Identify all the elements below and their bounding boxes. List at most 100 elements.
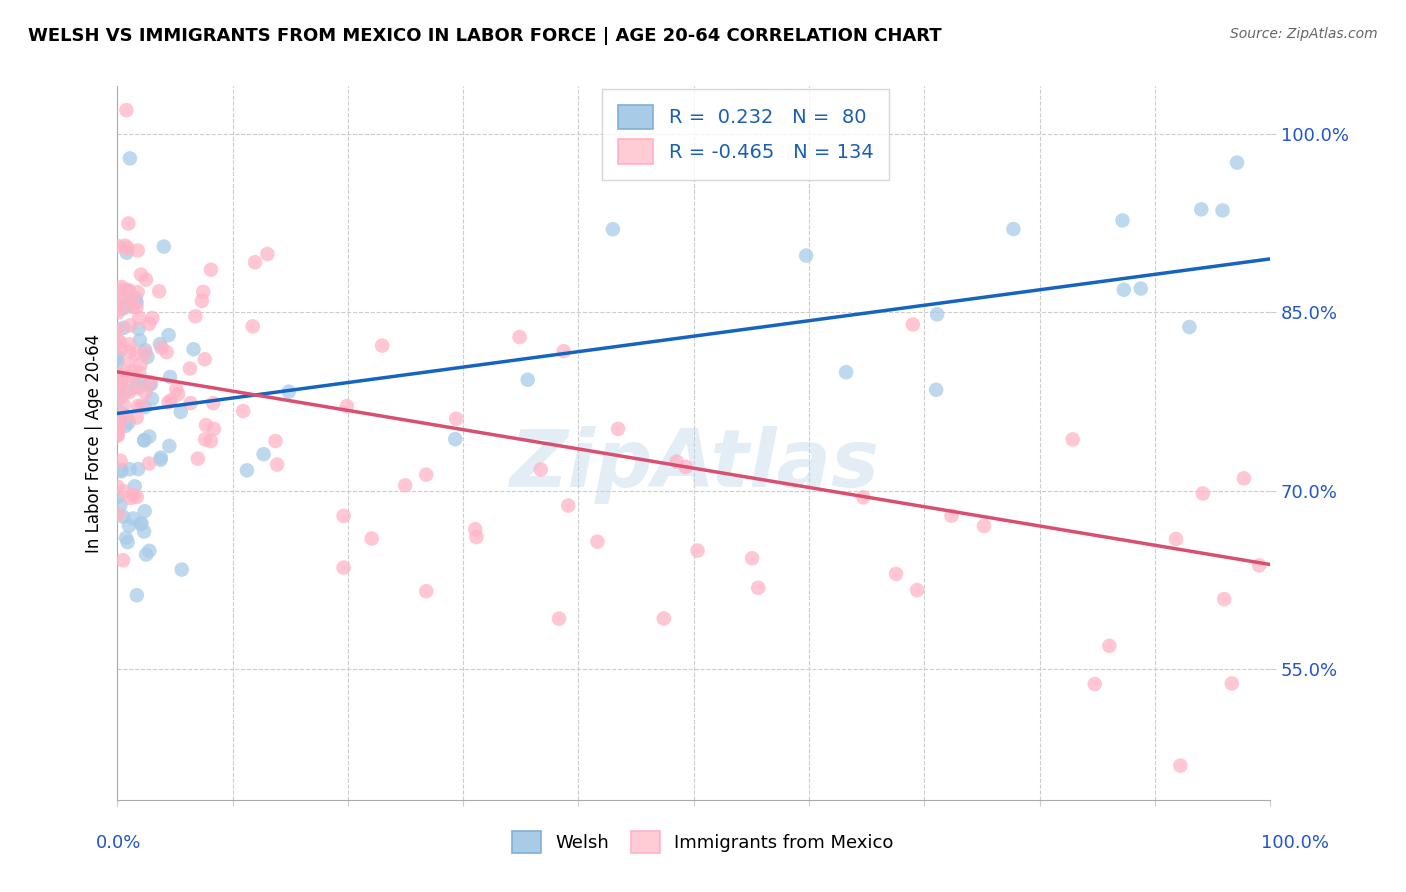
Point: [131, 399, 153, 413]
Point: [336, 399, 359, 413]
Point: [675, 459, 697, 474]
Point: [110, 376, 132, 390]
Point: [516, 373, 538, 387]
Point: [277, 384, 299, 399]
Point: [509, 330, 531, 344]
Text: 100.0%: 100.0%: [1261, 834, 1329, 852]
Point: [394, 478, 416, 492]
Point: [242, 319, 264, 334]
Point: [114, 419, 136, 434]
Point: [117, 241, 139, 255]
Point: [139, 377, 162, 392]
Point: [165, 382, 187, 396]
Point: [553, 344, 575, 359]
Point: [107, 302, 129, 317]
Point: [1170, 758, 1192, 772]
Point: [108, 334, 131, 349]
Point: [134, 346, 156, 360]
Point: [157, 395, 180, 409]
Point: [118, 152, 141, 166]
Point: [111, 406, 134, 420]
Point: [117, 535, 139, 549]
Point: [107, 369, 129, 384]
Point: [264, 434, 287, 448]
Point: [107, 428, 129, 442]
Point: [1189, 202, 1212, 217]
Point: [266, 458, 288, 472]
Point: [236, 463, 259, 477]
Point: [927, 307, 949, 321]
Point: [925, 383, 948, 397]
Point: [112, 509, 135, 524]
Point: [134, 401, 156, 415]
Point: [138, 378, 160, 392]
Legend: R =  0.232   N =  80, R = -0.465   N = 134: R = 0.232 N = 80, R = -0.465 N = 134: [603, 89, 889, 180]
Point: [107, 370, 129, 384]
Point: [852, 491, 875, 505]
Point: [112, 321, 135, 335]
Point: [1249, 558, 1271, 573]
Point: [128, 333, 150, 347]
Point: [105, 479, 128, 493]
Point: [115, 409, 138, 424]
Point: [141, 311, 163, 326]
Point: [465, 530, 488, 544]
Point: [107, 305, 129, 319]
Point: [122, 488, 145, 502]
Point: [148, 285, 170, 299]
Point: [1233, 471, 1256, 485]
Point: [105, 351, 128, 366]
Point: [415, 467, 437, 482]
Point: [107, 392, 129, 407]
Point: [138, 544, 160, 558]
Point: [128, 310, 150, 325]
Point: [243, 255, 266, 269]
Point: [138, 457, 160, 471]
Point: [107, 368, 129, 383]
Point: [121, 369, 143, 384]
Point: [127, 244, 149, 258]
Point: [136, 350, 159, 364]
Point: [1212, 203, 1234, 218]
Point: [139, 375, 162, 389]
Point: [464, 522, 486, 536]
Point: [118, 344, 141, 359]
Point: [1226, 155, 1249, 169]
Point: [747, 581, 769, 595]
Point: [135, 548, 157, 562]
Point: [110, 464, 132, 478]
Point: [1213, 592, 1236, 607]
Point: [134, 433, 156, 447]
Point: [107, 289, 129, 303]
Point: [415, 584, 437, 599]
Point: [107, 421, 129, 435]
Point: [125, 490, 148, 504]
Point: [110, 454, 132, 468]
Point: [444, 432, 467, 446]
Point: [107, 490, 129, 504]
Point: [128, 322, 150, 336]
Point: [200, 262, 222, 277]
Point: [110, 498, 132, 512]
Point: [170, 405, 193, 419]
Point: [115, 103, 138, 117]
Point: [125, 347, 148, 361]
Point: [332, 560, 354, 574]
Point: [115, 384, 138, 398]
Point: [131, 516, 153, 531]
Point: [530, 462, 553, 476]
Point: [184, 310, 207, 324]
Point: [118, 384, 141, 399]
Point: [371, 339, 394, 353]
Point: [973, 519, 995, 533]
Point: [252, 447, 274, 461]
Point: [586, 534, 609, 549]
Point: [138, 429, 160, 443]
Point: [129, 268, 152, 282]
Point: [157, 439, 180, 453]
Point: [110, 370, 132, 384]
Point: [548, 612, 571, 626]
Point: [120, 293, 142, 308]
Point: [1112, 283, 1135, 297]
Point: [107, 239, 129, 253]
